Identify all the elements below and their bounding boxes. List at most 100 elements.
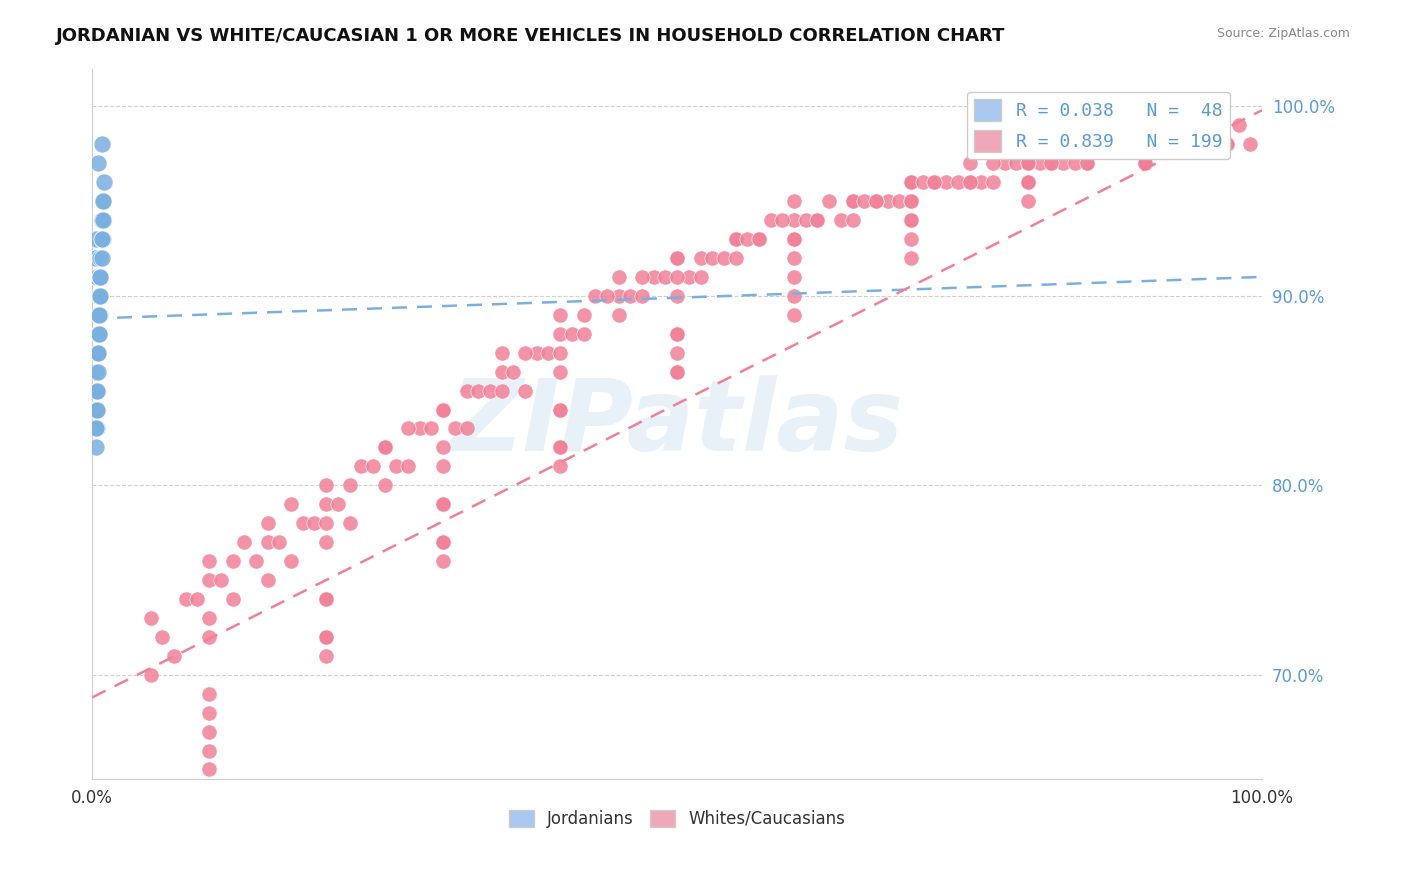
Point: [84, 421, 107, 435]
Point: [315, 516, 337, 531]
Text: Source: ZipAtlas.com: Source: ZipAtlas.com: [1216, 27, 1350, 40]
Point: [150, 630, 173, 644]
Point: [853, 194, 876, 208]
Point: [86, 269, 108, 284]
Point: [87, 345, 110, 359]
Point: [86, 402, 108, 417]
Point: [666, 345, 689, 359]
Point: [90, 213, 112, 227]
Point: [876, 194, 898, 208]
Point: [443, 421, 465, 435]
Point: [526, 345, 548, 359]
Point: [361, 459, 384, 474]
Point: [783, 213, 806, 227]
Point: [304, 516, 326, 531]
Point: [548, 441, 571, 455]
Point: [702, 251, 724, 265]
Point: [1111, 137, 1133, 152]
Point: [91, 213, 114, 227]
Point: [900, 194, 922, 208]
Point: [139, 611, 162, 625]
Point: [689, 269, 711, 284]
Point: [572, 308, 595, 322]
Point: [256, 535, 278, 549]
Point: [770, 213, 793, 227]
Point: [561, 326, 583, 341]
Point: [1192, 137, 1215, 152]
Point: [84, 345, 107, 359]
Point: [607, 269, 630, 284]
Point: [1239, 137, 1261, 152]
Point: [87, 345, 110, 359]
Point: [86, 421, 108, 435]
Point: [315, 591, 337, 606]
Point: [280, 554, 302, 568]
Point: [619, 289, 641, 303]
Point: [221, 591, 243, 606]
Point: [374, 441, 396, 455]
Point: [84, 421, 107, 435]
Point: [89, 269, 111, 284]
Point: [946, 175, 969, 189]
Point: [89, 326, 111, 341]
Point: [84, 232, 107, 246]
Point: [583, 289, 606, 303]
Point: [865, 194, 887, 208]
Point: [209, 573, 232, 587]
Point: [1017, 156, 1039, 170]
Point: [900, 232, 922, 246]
Point: [1146, 137, 1168, 152]
Point: [1204, 137, 1226, 152]
Point: [783, 232, 806, 246]
Point: [198, 687, 221, 701]
Point: [548, 402, 571, 417]
Point: [548, 459, 571, 474]
Point: [350, 459, 373, 474]
Point: [900, 251, 922, 265]
Point: [841, 194, 863, 208]
Point: [89, 251, 111, 265]
Point: [502, 365, 524, 379]
Point: [1168, 137, 1191, 152]
Point: [1087, 137, 1109, 152]
Point: [548, 441, 571, 455]
Point: [87, 365, 110, 379]
Point: [83, 251, 105, 265]
Point: [666, 326, 689, 341]
Point: [432, 554, 454, 568]
Point: [174, 591, 197, 606]
Point: [1216, 137, 1239, 152]
Point: [315, 591, 337, 606]
Point: [315, 648, 337, 663]
Point: [90, 251, 112, 265]
Point: [491, 365, 513, 379]
Point: [548, 308, 571, 322]
Point: [865, 194, 887, 208]
Point: [783, 251, 806, 265]
Point: [959, 175, 981, 189]
Point: [666, 365, 689, 379]
Point: [1133, 137, 1156, 152]
Point: [935, 175, 957, 189]
Point: [91, 194, 114, 208]
Point: [432, 497, 454, 511]
Point: [89, 289, 111, 303]
Point: [1076, 156, 1098, 170]
Point: [1133, 156, 1156, 170]
Point: [1133, 137, 1156, 152]
Point: [86, 384, 108, 398]
Point: [911, 175, 934, 189]
Point: [548, 402, 571, 417]
Point: [806, 213, 828, 227]
Point: [491, 384, 513, 398]
Point: [396, 421, 419, 435]
Point: [1052, 156, 1074, 170]
Point: [1017, 156, 1039, 170]
Point: [748, 232, 770, 246]
Point: [89, 289, 111, 303]
Point: [607, 289, 630, 303]
Point: [432, 402, 454, 417]
Point: [256, 573, 278, 587]
Point: [806, 213, 828, 227]
Point: [1181, 137, 1204, 152]
